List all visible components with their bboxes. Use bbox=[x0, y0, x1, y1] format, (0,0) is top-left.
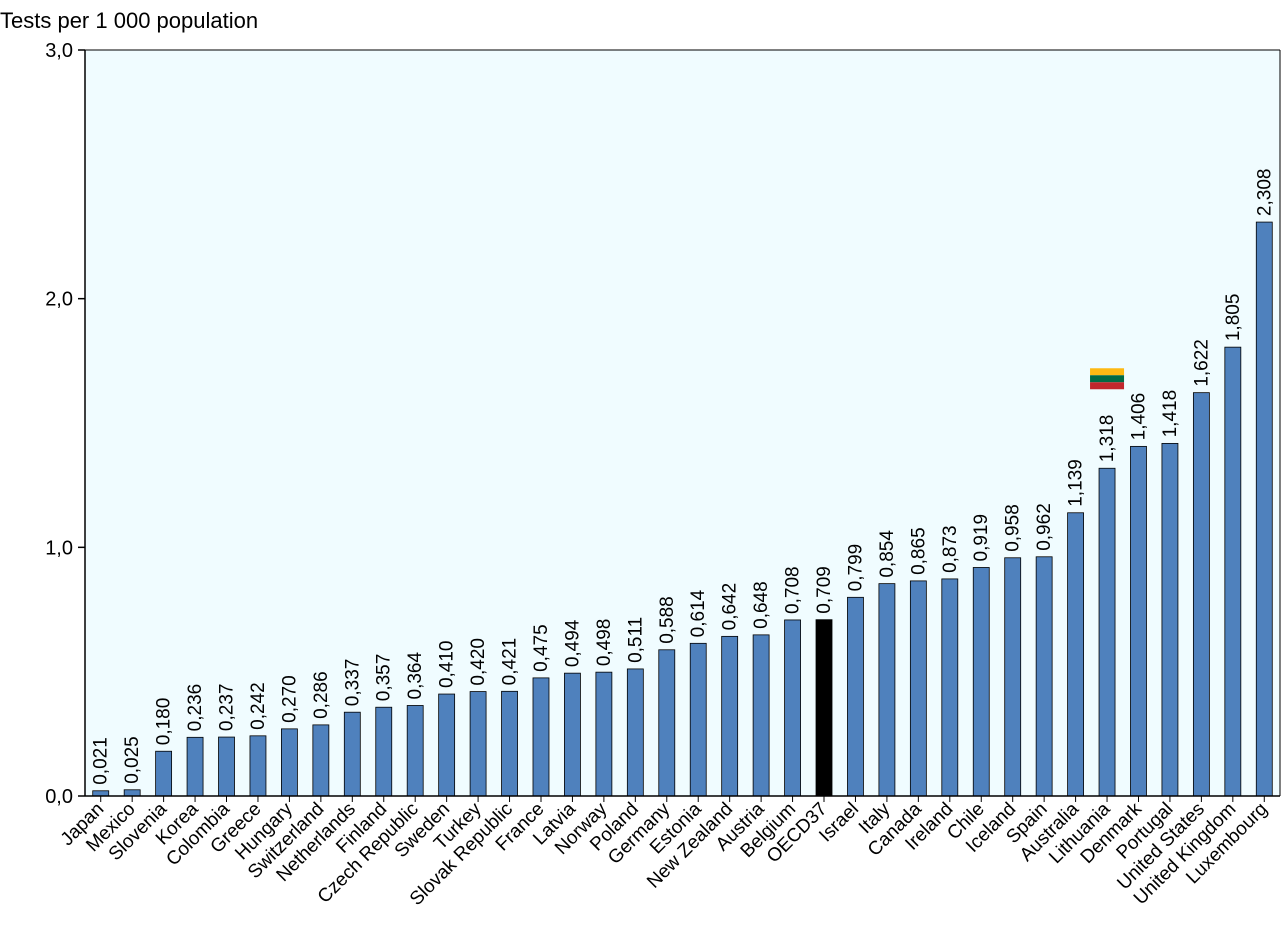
value-label-hungary: 0,270 bbox=[279, 675, 300, 723]
bar-united-states bbox=[1192, 392, 1210, 797]
bar-ireland bbox=[941, 578, 959, 797]
value-label-new-zealand: 0,642 bbox=[720, 583, 741, 631]
bar-slovak-republic bbox=[501, 690, 518, 797]
flag-stripe bbox=[1090, 375, 1125, 383]
bar-turkey bbox=[469, 691, 487, 797]
bar-poland bbox=[626, 668, 644, 797]
bar-netherlands bbox=[343, 711, 361, 797]
bar-israel bbox=[847, 596, 864, 797]
bar-finland bbox=[375, 706, 393, 797]
y-tick-label: 0,0 bbox=[45, 786, 73, 808]
chart-title: Tests per 1 000 population bbox=[0, 8, 258, 33]
value-label-czech-republic: 0,364 bbox=[405, 652, 426, 700]
bar-estonia bbox=[689, 642, 707, 797]
bar-japan bbox=[92, 790, 110, 797]
value-label-oecd37: 0,709 bbox=[814, 566, 835, 614]
bar-italy bbox=[878, 583, 896, 797]
value-label-turkey: 0,420 bbox=[468, 638, 489, 686]
value-label-ireland: 0,873 bbox=[940, 525, 961, 573]
y-tick-label: 2,0 bbox=[45, 289, 73, 311]
bar-germany bbox=[658, 649, 676, 797]
flag-stripe bbox=[1090, 382, 1125, 390]
bar-chile bbox=[972, 567, 990, 797]
bar-new-zealand bbox=[721, 635, 739, 797]
bar-luxembourg bbox=[1255, 221, 1273, 797]
value-label-mexico: 0,025 bbox=[122, 736, 143, 784]
bar-belgium bbox=[784, 619, 801, 797]
bar-united-kingdom bbox=[1224, 346, 1242, 797]
bar-australia bbox=[1067, 512, 1084, 797]
bar-korea bbox=[186, 736, 204, 797]
value-label-canada: 0,865 bbox=[908, 527, 929, 575]
bar-czech-republic bbox=[406, 705, 424, 797]
value-label-japan: 0,021 bbox=[91, 737, 112, 785]
value-label-denmark: 1,406 bbox=[1128, 393, 1149, 441]
value-label-chile: 0,919 bbox=[971, 514, 992, 562]
value-label-australia: 1,139 bbox=[1066, 459, 1087, 507]
bar-oecd37 bbox=[815, 619, 833, 797]
value-label-united-states: 1,622 bbox=[1191, 339, 1212, 387]
value-label-united-kingdom: 1,805 bbox=[1223, 294, 1244, 342]
value-label-sweden: 0,410 bbox=[437, 640, 458, 688]
bar-slovenia bbox=[155, 750, 173, 797]
bar-hungary bbox=[281, 728, 298, 797]
value-label-colombia: 0,237 bbox=[217, 684, 238, 732]
value-label-spain: 0,962 bbox=[1034, 503, 1055, 551]
value-label-estonia: 0,614 bbox=[688, 589, 709, 637]
y-tick-label: 1,0 bbox=[45, 537, 73, 559]
value-label-austria: 0,648 bbox=[751, 581, 772, 629]
bar-latvia bbox=[564, 672, 581, 797]
bar-lithuania bbox=[1098, 467, 1116, 797]
flag-stripe bbox=[1090, 368, 1125, 376]
bar-norway bbox=[595, 671, 613, 797]
bar-france bbox=[532, 677, 550, 797]
flag-lithuania-icon bbox=[1090, 368, 1125, 390]
bar-iceland bbox=[1004, 557, 1022, 797]
value-label-norway: 0,498 bbox=[594, 619, 615, 667]
value-label-slovak-republic: 0,421 bbox=[500, 638, 521, 686]
bar-spain bbox=[1035, 556, 1053, 797]
value-label-belgium: 0,708 bbox=[783, 566, 804, 614]
value-label-greece: 0,242 bbox=[248, 682, 269, 730]
value-label-germany: 0,588 bbox=[657, 596, 678, 644]
bar-sweden bbox=[438, 693, 456, 797]
bar-colombia bbox=[218, 736, 235, 797]
bar-canada bbox=[909, 580, 927, 797]
value-label-switzerland: 0,286 bbox=[311, 671, 332, 719]
value-label-luxembourg: 2,308 bbox=[1254, 169, 1275, 217]
bar-greece bbox=[249, 735, 267, 797]
value-label-finland: 0,357 bbox=[374, 654, 395, 702]
value-label-israel: 0,799 bbox=[845, 544, 866, 592]
value-label-italy: 0,854 bbox=[877, 530, 898, 578]
bar-denmark bbox=[1130, 445, 1147, 797]
value-label-france: 0,475 bbox=[531, 624, 552, 672]
value-label-iceland: 0,958 bbox=[1003, 504, 1024, 552]
value-label-slovenia: 0,180 bbox=[154, 698, 175, 746]
bar-austria bbox=[752, 634, 770, 797]
value-label-portugal: 1,418 bbox=[1160, 390, 1181, 438]
bar-switzerland bbox=[312, 724, 330, 797]
value-label-netherlands: 0,337 bbox=[342, 659, 363, 707]
value-label-latvia: 0,494 bbox=[562, 619, 583, 667]
bar-mexico bbox=[123, 789, 141, 797]
value-label-korea: 0,236 bbox=[185, 684, 206, 732]
value-label-lithuania: 1,318 bbox=[1097, 415, 1118, 463]
bar-portugal bbox=[1161, 442, 1179, 797]
y-tick-label: 3,0 bbox=[45, 40, 73, 62]
value-label-poland: 0,511 bbox=[625, 617, 646, 663]
